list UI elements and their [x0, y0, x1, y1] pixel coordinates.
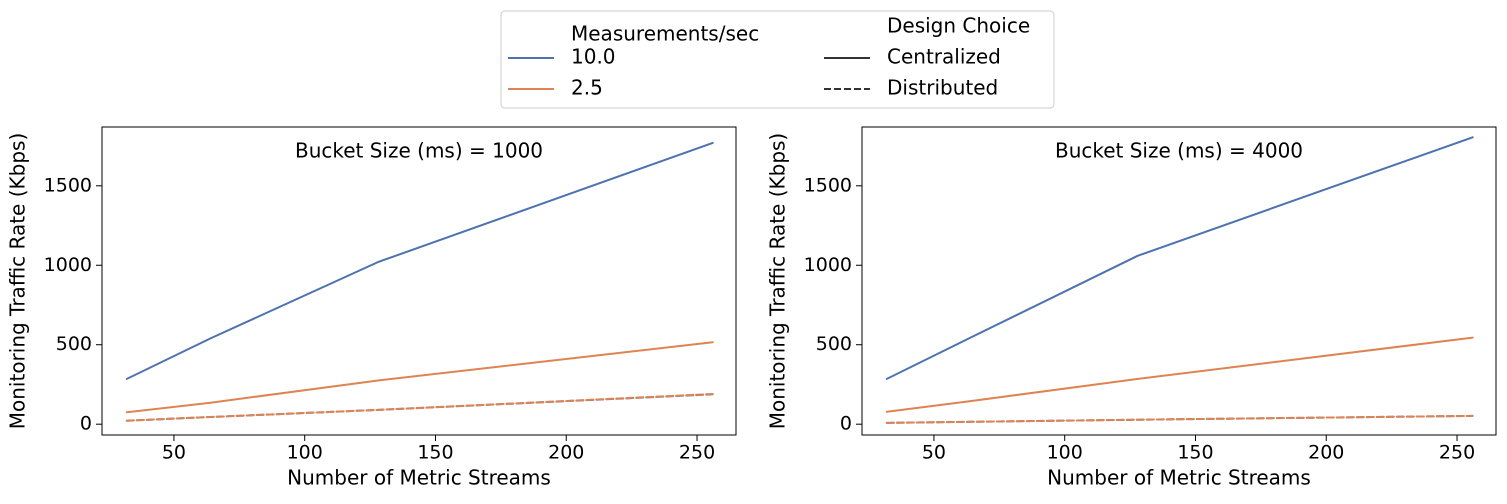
axis-ticks: 50 100 150 200 250 0 500 1000 1500 [804, 174, 1476, 463]
series-lines [125, 141, 714, 422]
y-axis-label: Monitoring Traffic Rate (Kbps) [766, 133, 790, 430]
plot-area [101, 126, 737, 436]
plot-area [861, 126, 1497, 436]
series-line-2-5-centralized [125, 341, 714, 414]
x-axis-label: Number of Metric Streams [1047, 466, 1311, 490]
y-axis-label: Monitoring Traffic Rate (Kbps) [6, 133, 30, 430]
x-tick-label: 50 [922, 442, 946, 464]
legend: Measurements/sec 10.0 2.5 Design Choice … [500, 10, 1055, 109]
panel-title: Bucket Size (ms) = 4000 [1055, 139, 1303, 163]
y-tick-label: 0 [840, 413, 852, 435]
x-tick-label: 100 [1047, 442, 1083, 464]
x-tick-label: 150 [417, 442, 453, 464]
series-line-2-5-centralized [885, 336, 1474, 413]
x-tick-label: 250 [679, 442, 715, 464]
x-tick-label: 150 [1177, 442, 1213, 464]
legend-hue-label-0: 10.0 [571, 45, 616, 69]
x-axis-label: Number of Metric Streams [287, 466, 551, 490]
legend-frame [500, 10, 1055, 109]
x-tick-label: 200 [548, 442, 584, 464]
x-tick-label: 50 [162, 442, 186, 464]
x-tick-label: 100 [287, 442, 323, 464]
series-line-10-0-centralized [885, 136, 1474, 380]
panel-title: Bucket Size (ms) = 1000 [295, 139, 543, 163]
y-tick-label: 1000 [804, 254, 852, 276]
chart-panel-bucket-1000: Bucket Size (ms) = 1000 Number of Metric… [6, 126, 737, 490]
chart-panel-bucket-4000: Bucket Size (ms) = 4000 Number of Metric… [766, 126, 1497, 490]
y-tick-label: 1500 [44, 174, 92, 196]
series-line-2-5-distributed [125, 393, 714, 422]
y-tick-label: 1500 [804, 174, 852, 196]
series-lines [885, 136, 1474, 424]
y-tick-label: 0 [80, 413, 92, 435]
y-tick-label: 1000 [44, 254, 92, 276]
legend-style-title: Design Choice [887, 14, 1030, 38]
legend-style-label-0: Centralized [887, 45, 1001, 69]
series-line-10-0-centralized [125, 141, 714, 380]
series-line-2-5-distributed [885, 414, 1474, 424]
axis-ticks: 50 100 150 200 250 0 500 1000 1500 [44, 174, 716, 463]
x-tick-label: 250 [1439, 442, 1475, 464]
legend-hue-title: Measurements/sec [571, 22, 759, 46]
legend-style-label-1: Distributed [887, 76, 998, 100]
y-tick-label: 500 [56, 333, 92, 355]
x-tick-label: 200 [1308, 442, 1344, 464]
legend-hue-label-1: 2.5 [571, 76, 603, 100]
y-tick-label: 500 [816, 333, 852, 355]
